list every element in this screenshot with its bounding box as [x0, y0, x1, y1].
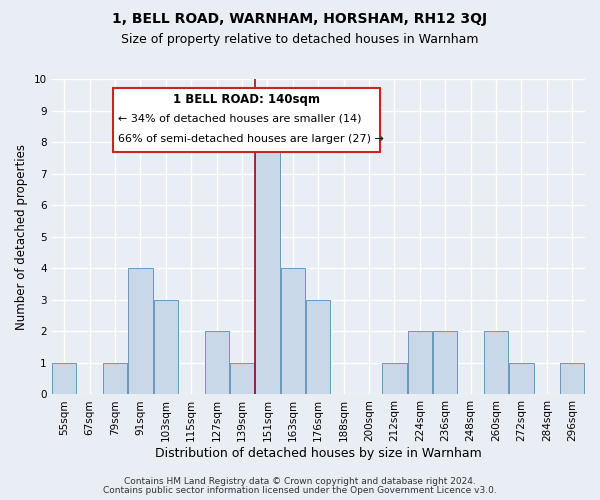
Text: 1 BELL ROAD: 140sqm: 1 BELL ROAD: 140sqm [173, 92, 320, 106]
Bar [230, 363, 254, 394]
Bar [433, 332, 457, 394]
Text: Contains public sector information licensed under the Open Government Licence v3: Contains public sector information licen… [103, 486, 497, 495]
Bar [154, 300, 178, 394]
Bar [256, 142, 280, 395]
Bar [52, 363, 76, 394]
Text: Size of property relative to detached houses in Warnham: Size of property relative to detached ho… [121, 32, 479, 46]
Text: 66% of semi-detached houses are larger (27) →: 66% of semi-detached houses are larger (… [118, 134, 384, 143]
Bar [306, 300, 331, 394]
FancyBboxPatch shape [113, 88, 380, 152]
Bar [509, 363, 533, 394]
Bar [128, 268, 152, 394]
Bar [484, 332, 508, 394]
Bar [560, 363, 584, 394]
Text: Contains HM Land Registry data © Crown copyright and database right 2024.: Contains HM Land Registry data © Crown c… [124, 477, 476, 486]
Bar [408, 332, 432, 394]
X-axis label: Distribution of detached houses by size in Warnham: Distribution of detached houses by size … [155, 447, 482, 460]
Bar [382, 363, 407, 394]
Y-axis label: Number of detached properties: Number of detached properties [15, 144, 28, 330]
Bar [281, 268, 305, 394]
Bar [103, 363, 127, 394]
Text: 1, BELL ROAD, WARNHAM, HORSHAM, RH12 3QJ: 1, BELL ROAD, WARNHAM, HORSHAM, RH12 3QJ [112, 12, 488, 26]
Text: ← 34% of detached houses are smaller (14): ← 34% of detached houses are smaller (14… [118, 113, 362, 123]
Bar [205, 332, 229, 394]
